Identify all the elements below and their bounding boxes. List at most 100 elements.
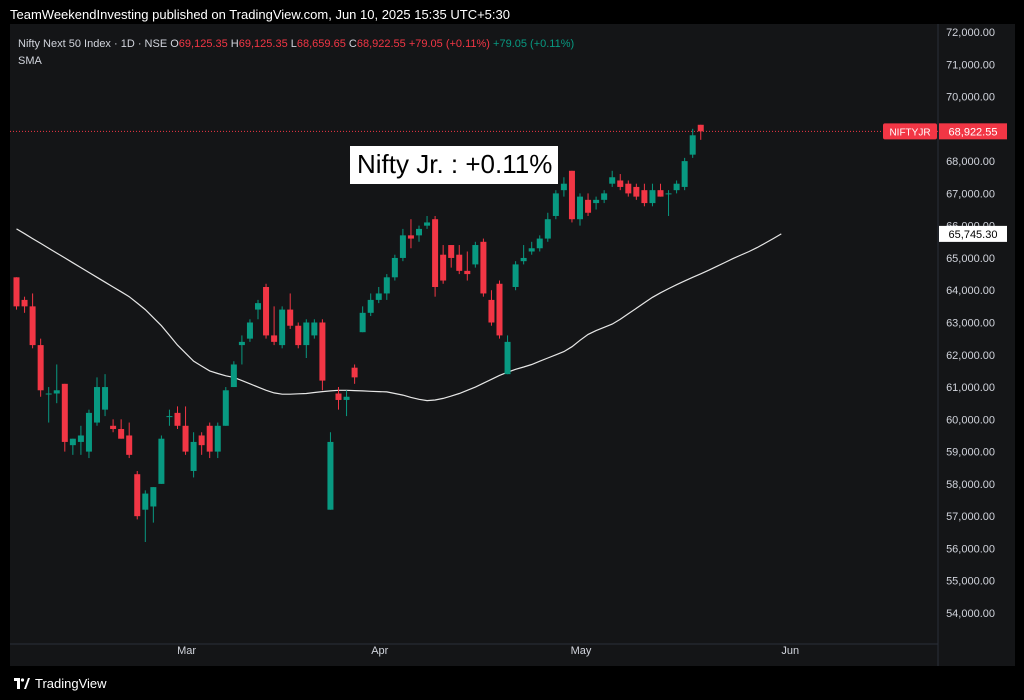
x-month-label: Jun (781, 645, 799, 657)
candle-body (641, 190, 648, 204)
tradingview-logo-icon (14, 678, 30, 689)
open-value: 69,125.35 (178, 38, 228, 50)
annotation-text-box[interactable]: Nifty Jr. : +0.11% (350, 146, 559, 184)
candle-body (134, 474, 141, 517)
close-label: C (348, 38, 357, 50)
candle-body (544, 219, 551, 239)
candle-body (552, 193, 559, 216)
y-tick-label: 64,000.00 (946, 285, 995, 297)
symbol-info: Nifty Next 50 Index · 1D · NSE (18, 38, 168, 50)
candle-body (166, 416, 173, 418)
candle-body (158, 438, 165, 484)
candle-body (464, 270, 471, 275)
candle-body (303, 322, 310, 346)
candle-body (190, 441, 197, 471)
candle-body (182, 425, 189, 452)
candle-body (21, 299, 28, 307)
candle-body (383, 277, 390, 294)
candle-body (496, 283, 503, 336)
open-label: O (170, 38, 179, 50)
y-tick-label: 72,000.00 (946, 27, 995, 39)
candle-body (375, 293, 382, 300)
candle-body (29, 306, 36, 346)
candle-body (359, 312, 366, 333)
candle-body (681, 161, 688, 187)
candle-body (85, 412, 92, 452)
last-price-tag-bg (939, 123, 1007, 140)
candle-body (536, 238, 543, 249)
candle-body (689, 135, 696, 155)
candle-body (440, 254, 447, 281)
candle-body (424, 222, 431, 226)
y-tick-label: 60,000.00 (946, 414, 995, 426)
y-tick-label: 70,000.00 (946, 92, 995, 104)
candle-body (601, 193, 608, 200)
candle-body (53, 390, 60, 394)
chart-area[interactable]: 54,000.00 55,000.00 56,000.00 57,000.00 58,0… (10, 24, 1015, 666)
price-legend: Nifty Next 50 Index · 1D · NSE O69,125.3… (18, 38, 574, 50)
candle-body (407, 235, 414, 239)
change-value: +79.05 (+0.11%) (408, 38, 490, 50)
y-tick-label: 65,000.00 (946, 253, 995, 265)
candle-body (416, 228, 422, 236)
candle-body (13, 277, 20, 307)
high-value: 69,125.35 (238, 38, 288, 50)
candle-body (230, 364, 237, 388)
candle-body (560, 183, 567, 191)
candle-body (649, 190, 656, 204)
candle-body (472, 245, 479, 265)
tradingview-footer[interactable]: TradingView (14, 676, 107, 691)
candle-body (512, 264, 519, 287)
candle-body (488, 299, 495, 323)
candle-body (271, 335, 278, 342)
candle-body (246, 322, 253, 339)
candle-body (617, 180, 624, 187)
y-tick-label: 62,000.00 (946, 350, 995, 362)
sma-tag-label: 65,745.30 (949, 229, 998, 241)
candle-body (568, 170, 575, 220)
y-tick-label: 55,000.00 (946, 576, 995, 588)
candle-body (126, 435, 133, 455)
sma-line (16, 228, 782, 402)
candle-body (263, 286, 270, 336)
plot-background (10, 24, 1015, 666)
candle-body (480, 241, 487, 294)
y-tick-label: 56,000.00 (946, 543, 995, 555)
candle-body (456, 254, 463, 271)
candle-body (367, 299, 374, 313)
candle-body (142, 493, 149, 510)
close-value: 68,922.55 (356, 38, 406, 50)
candle-body (432, 219, 439, 287)
candle-body (45, 393, 52, 395)
published-caption: TeamWeekendInvesting published on Tradin… (10, 7, 510, 22)
sma-tag-bg (939, 225, 1007, 242)
x-month-label: May (571, 645, 592, 657)
candle-body (222, 390, 229, 426)
x-month-label: Apr (371, 645, 388, 657)
candle-body (206, 425, 213, 452)
tradingview-brand: TradingView (35, 676, 107, 691)
candle-body (214, 425, 221, 452)
y-tick-label: 54,000.00 (946, 608, 995, 620)
candle-body (118, 429, 125, 439)
sma-indicator-label[interactable]: SMA (18, 55, 42, 67)
last-price-tag-label: 68,922.55 (949, 126, 998, 138)
candle-body (399, 235, 406, 258)
low-label: L (290, 38, 297, 50)
candlestick-chart[interactable]: 54,000.00 55,000.00 56,000.00 57,000.00 58,0… (10, 24, 1015, 666)
candle-body (448, 245, 455, 258)
candle-body (633, 186, 640, 197)
candle-body (343, 396, 350, 400)
y-tick-label: 59,000.00 (946, 447, 995, 459)
candle-body (69, 438, 76, 446)
change-value-repeat: +79.05 (+0.11%) (493, 38, 575, 50)
candle-body (528, 248, 535, 252)
candle-body (94, 387, 100, 423)
y-tick-label: 57,000.00 (946, 511, 995, 523)
low-value: 68,659.65 (296, 38, 346, 50)
y-tick-label: 68,000.00 (946, 156, 995, 168)
candle-body (295, 325, 302, 346)
candle-body (198, 435, 205, 446)
candle-body (319, 322, 326, 381)
